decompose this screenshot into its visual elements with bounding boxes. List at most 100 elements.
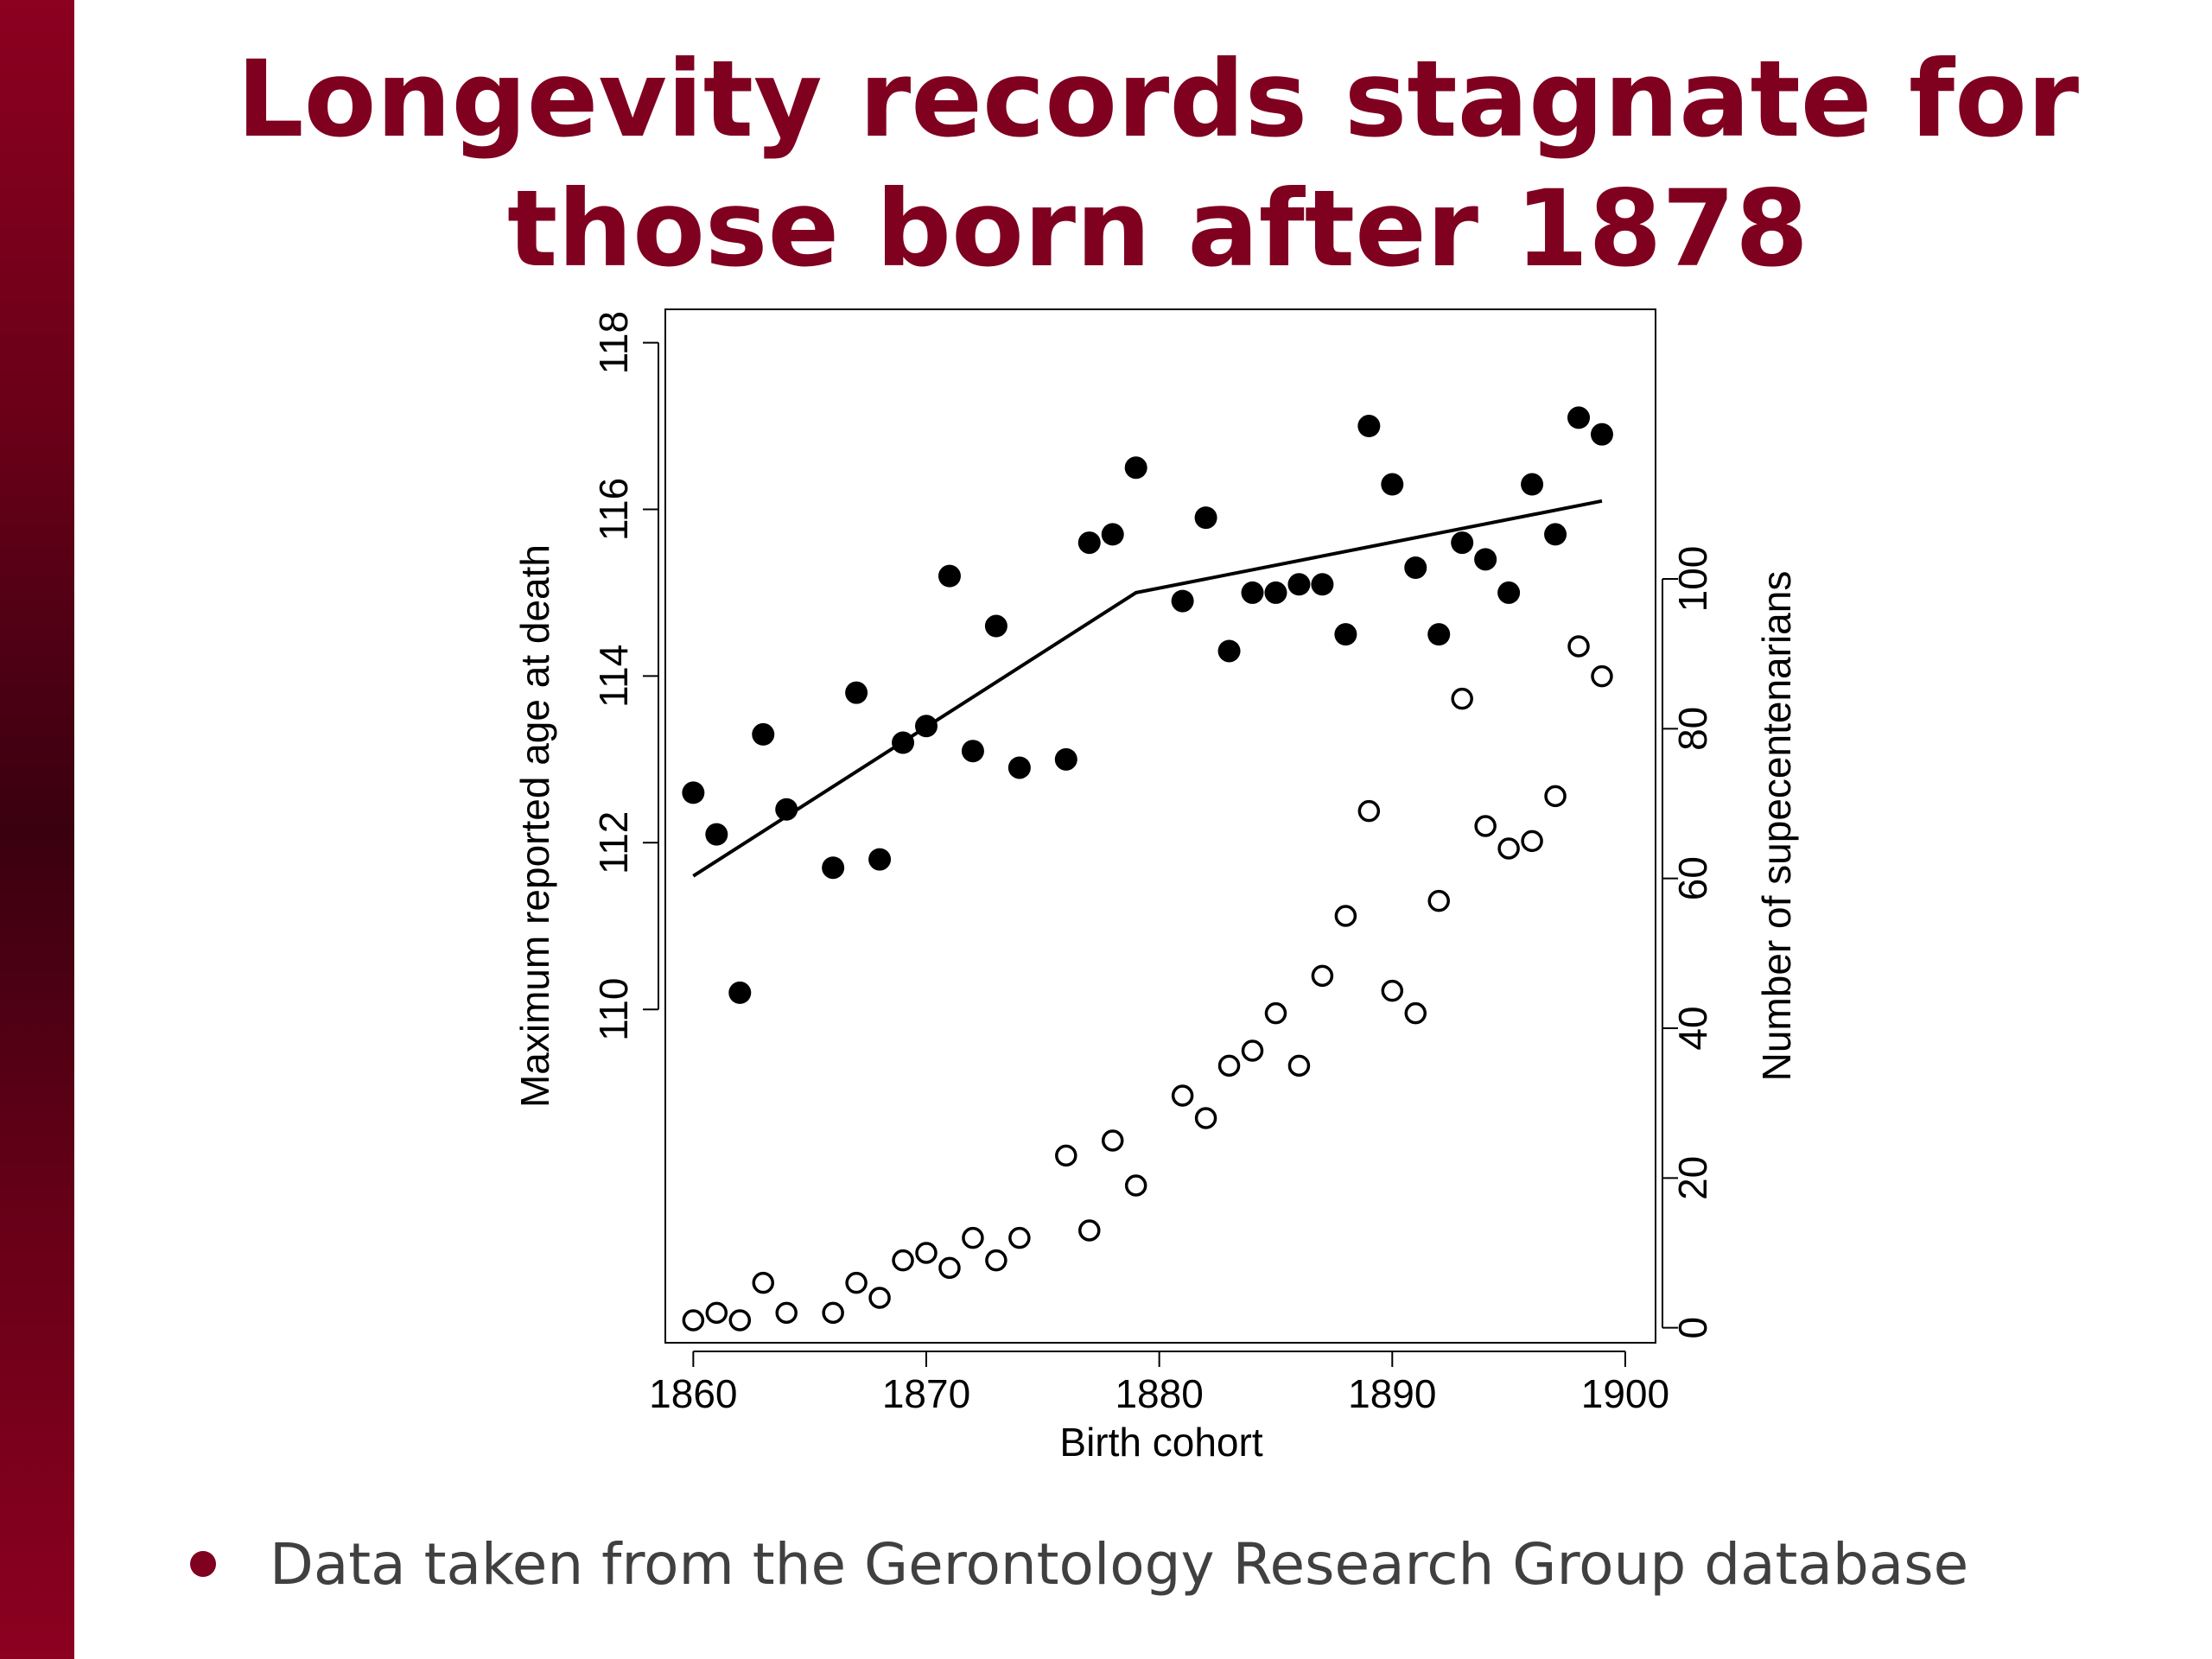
supercentenarian-count-point [868, 1287, 891, 1309]
y-right-axis-label: Number of supecentenarians [1754, 571, 1799, 1082]
supercentenarian-count-point [1544, 785, 1567, 808]
title-line-1: Longevity records stagnate for [236, 38, 2080, 161]
max-age-point [845, 681, 868, 704]
x-tick-label: 1860 [649, 1371, 737, 1416]
supercentenarian-count-point [752, 1271, 775, 1294]
supercentenarian-count-point [938, 1256, 961, 1280]
max-age-point [682, 781, 705, 804]
slide-side-bar [0, 0, 74, 1659]
supercentenarian-count-point [682, 1309, 705, 1332]
y-right-tick-label: 100 [1670, 546, 1715, 613]
y-left-axis-label: Maximum reported age at death [512, 544, 557, 1108]
max-age-point [1007, 756, 1031, 779]
max-age-point [728, 981, 752, 1004]
max-age-point [1124, 456, 1147, 480]
supercentenarian-count-point [1078, 1219, 1101, 1242]
supercentenarian-count-point [1451, 687, 1473, 710]
x-axis: 1860 1870 1880 1890 1900 [649, 1351, 1669, 1416]
supercentenarian-count-point [1055, 1144, 1077, 1167]
supercentenarian-count-point [1217, 1054, 1241, 1077]
supercentenarian-count-point [892, 1249, 914, 1272]
y-left-tick-label: 118 [591, 311, 636, 374]
supercentenarian-count-point [845, 1271, 868, 1294]
supercentenarian-count-point [1171, 1084, 1194, 1107]
max-age-point [1451, 531, 1474, 555]
x-tick-label: 1900 [1581, 1371, 1669, 1416]
max-age-point [1357, 415, 1381, 438]
y-right-tick-label: 20 [1670, 1156, 1715, 1200]
y-left-tick-label: 114 [591, 645, 636, 708]
max-age-point [752, 722, 775, 746]
supercentenarian-count-point [1008, 1226, 1031, 1249]
supercentenarian-count-point [1591, 664, 1613, 688]
supercentenarian-count-point [1474, 815, 1497, 837]
supercentenarian-count-point [1404, 1001, 1427, 1025]
max-age-point [1590, 423, 1613, 446]
supercentenarian-count-point [1194, 1107, 1217, 1129]
plot-frame [664, 308, 1656, 1344]
max-age-point [961, 740, 984, 763]
max-age-point [1101, 523, 1124, 546]
supercentenarian-count-point [915, 1242, 938, 1264]
max-age-point [1054, 747, 1077, 771]
supercentenarian-count-point [1521, 830, 1543, 853]
supercentenarian-count-point [985, 1249, 1007, 1272]
y-left-axis: 110 112 114 116 118 [591, 311, 659, 1041]
max-age-point [984, 614, 1007, 638]
trend-line [692, 499, 1603, 878]
max-age-point [938, 564, 961, 588]
supercentenarian-count-point [822, 1301, 844, 1325]
scatter-chart: 1860 1870 1880 1890 1900 110 112 114 116 118 0 20… [512, 308, 1799, 1465]
supercentenarian-count-point [705, 1301, 728, 1325]
title-line-2: those born after 1878 [506, 168, 1809, 290]
max-age-point [1311, 573, 1334, 596]
max-age-point [868, 848, 892, 871]
bullet-item: Data taken from the Gerontology Research… [190, 1529, 1968, 1599]
x-axis-label: Birth cohort [1059, 1420, 1262, 1465]
max-age-point [822, 856, 845, 880]
max-age-point [1521, 473, 1544, 496]
max-age-point [1334, 623, 1357, 646]
max-age-point [1217, 639, 1241, 663]
bullet-text: Data taken from the Gerontology Research… [270, 1530, 1969, 1598]
supercentenarian-count-point [1567, 635, 1590, 658]
max-age-point [1474, 548, 1497, 571]
supercentenarian-count-point [1311, 964, 1334, 988]
supercentenarian-count-point [1427, 889, 1450, 912]
max-age-point [1241, 581, 1264, 604]
supercentenarian-count-point [1497, 837, 1520, 860]
supercentenarian-count-point [1334, 905, 1357, 927]
max-age-point [1567, 406, 1591, 429]
y-left-tick-label: 110 [591, 978, 636, 1041]
supercentenarian-count-point [1287, 1054, 1311, 1077]
y-right-tick-label: 60 [1670, 856, 1715, 900]
y-left-tick-label: 116 [591, 478, 636, 541]
supercentenarian-count-point [1264, 1001, 1287, 1025]
supercentenarian-count-point [962, 1226, 984, 1249]
max-age-point [1194, 506, 1217, 530]
supercentenarian-count-point [1241, 1039, 1264, 1062]
supercentenarian-count-point [1101, 1129, 1124, 1152]
max-age-point [1497, 581, 1521, 604]
supercentenarian-count-point [1381, 979, 1404, 1002]
supercentenarian-count-point [1357, 799, 1381, 823]
max-age-point [1381, 473, 1404, 496]
supercentenarian-count-point [1124, 1174, 1147, 1197]
y-right-tick-label: 40 [1670, 1006, 1715, 1050]
slide-title: Longevity records stagnate for those bor… [104, 35, 2212, 294]
max-age-point [1404, 556, 1427, 579]
max-age-point [1171, 589, 1194, 613]
supercentenarian-count-point [728, 1309, 752, 1332]
y-right-tick-label: 80 [1670, 707, 1715, 751]
max-age-point [1427, 623, 1451, 646]
x-tick-label: 1880 [1115, 1371, 1203, 1416]
max-age-point [1544, 523, 1567, 546]
y-right-tick-label: 0 [1670, 1317, 1715, 1339]
max-age-point [1264, 581, 1287, 604]
chart-marks [682, 406, 1613, 1332]
y-left-tick-label: 112 [591, 811, 636, 874]
bullet-dot-icon [190, 1551, 216, 1577]
y-right-axis: 0 20 40 60 80 100 [1662, 546, 1715, 1339]
supercentenarian-count-point [775, 1301, 798, 1325]
max-age-point [1287, 573, 1311, 596]
